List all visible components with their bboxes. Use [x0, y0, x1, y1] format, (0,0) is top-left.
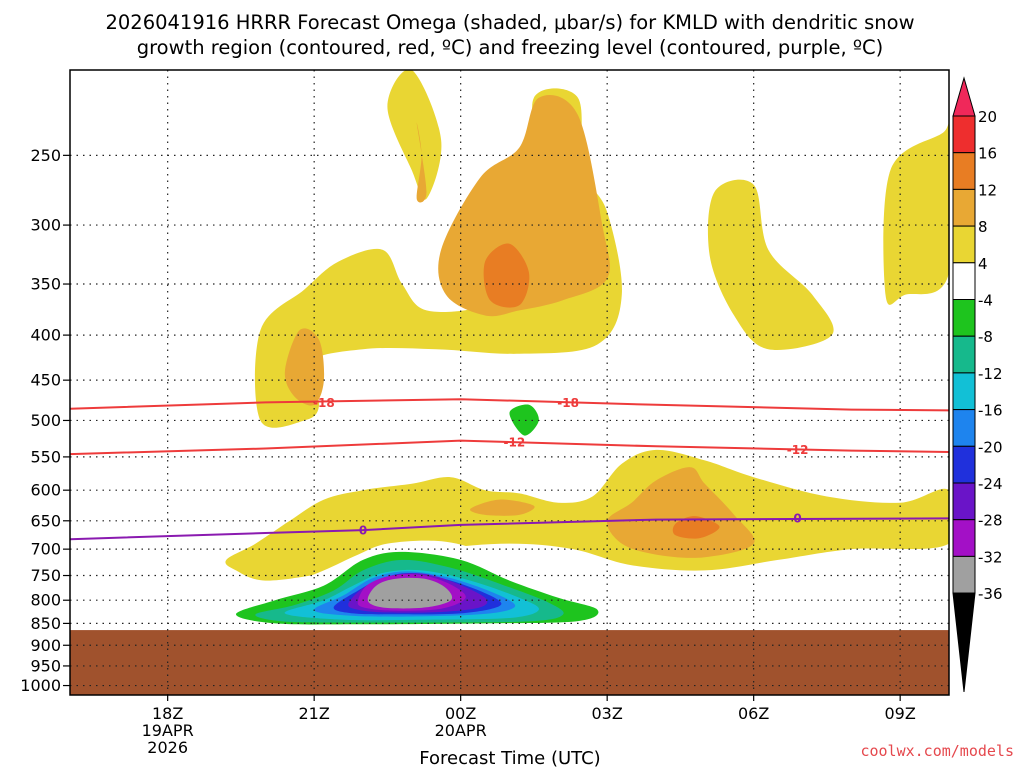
y-tick-label: 250 — [30, 146, 61, 165]
omega-region-12 — [483, 243, 530, 308]
colorbar-label: 8 — [978, 218, 988, 236]
colorbar-swatch — [952, 372, 976, 411]
y-tick-label: 550 — [30, 447, 61, 466]
omega-region-4 — [225, 449, 949, 581]
red-contour-label: -12 — [504, 436, 526, 450]
colorbar-swatch — [952, 409, 976, 447]
x-tick-label: 18Z — [152, 704, 183, 723]
purple-contour-label: 0 — [359, 524, 367, 538]
colorbar-swatch — [952, 115, 976, 154]
omega-region-8 — [470, 499, 535, 516]
omega-region-neg4 — [250, 486, 291, 516]
red-contour--12 — [69, 439, 950, 456]
purple-contour-label: 0 — [793, 511, 801, 525]
gridlines — [70, 70, 949, 695]
purple-contour-0 — [69, 517, 950, 541]
contour-layer: -18 -18 -12 -12 0 0 — [69, 396, 950, 541]
chart-title: 2026041916 HRRR Forecast Omega (shaded, … — [105, 11, 914, 34]
y-tick-label: 1000 — [20, 676, 61, 695]
y-tick-label: 350 — [30, 275, 61, 294]
colorbar-label: -16 — [978, 402, 1003, 420]
omega-region-4 — [707, 179, 834, 350]
colorbar-swatch — [952, 555, 976, 594]
colorbar-label: -24 — [978, 475, 1003, 493]
y-tick-label: 800 — [30, 591, 61, 610]
colorbar-swatch — [952, 445, 976, 484]
x-axis-label: Forecast Time (UTC) — [419, 748, 600, 768]
x-tick-date: 19APR — [142, 721, 194, 740]
y-tick-label: 400 — [30, 326, 61, 345]
y-tick-label: 950 — [30, 656, 61, 675]
y-tick-label: 750 — [30, 566, 61, 585]
colorbar-swatch — [952, 335, 976, 374]
omega-region-8 — [438, 95, 610, 317]
colorbar-swatch — [952, 225, 976, 264]
omega-region-neg4 — [851, 366, 945, 432]
colorbar: 20 16 12 8 4 -4 -8 -12 -16 -20 -24 -28 -32 -36 — [952, 76, 1003, 693]
colorbar-swatch — [952, 188, 976, 227]
colorbar-swatch — [952, 482, 976, 521]
colorbar-bottom-arrow — [952, 592, 976, 693]
colorbar-label: -36 — [978, 585, 1003, 603]
colorbar-label: -4 — [978, 292, 993, 310]
omega-region-12 — [672, 516, 720, 539]
red-contour--18 — [69, 398, 950, 412]
x-tick-date: 20APR — [435, 721, 487, 740]
x-tick-year: 2026 — [147, 738, 188, 757]
y-tick-label: 850 — [30, 614, 61, 633]
omega-region-8 — [606, 467, 755, 558]
y-tick-label: 450 — [30, 371, 61, 390]
y-tick-label: 700 — [30, 540, 61, 559]
colorbar-swatch — [952, 519, 976, 557]
red-contour-label: -18 — [313, 396, 335, 410]
omega-region-4 — [387, 70, 442, 200]
colorbar-label: 4 — [978, 255, 988, 273]
x-tick-label: 06Z — [738, 704, 769, 723]
plot-frame — [69, 69, 950, 696]
omega-shading-layer — [205, 70, 949, 626]
y-tick-label: 500 — [30, 411, 61, 430]
pressure-axis: 250 300 350 400 450 500 550 600 650 700 750 800 850 9… — [20, 146, 70, 695]
colorbar-label: -20 — [978, 438, 1003, 456]
red-contour-label: -12 — [787, 443, 809, 457]
omega-region-neg36 — [367, 577, 453, 609]
colorbar-label: -8 — [978, 328, 993, 346]
colorbar-swatch — [952, 152, 976, 190]
x-tick-label: 09Z — [885, 704, 916, 723]
omega-region-8 — [416, 122, 427, 203]
red-contour-label: -18 — [557, 396, 579, 410]
y-tick-label: 600 — [30, 481, 61, 500]
colorbar-label: 20 — [978, 108, 997, 126]
x-tick-label: 21Z — [299, 704, 330, 723]
colorbar-swatch — [952, 299, 976, 337]
colorbar-label: 12 — [978, 181, 997, 199]
x-tick-label: 00Z — [445, 704, 476, 723]
x-tick-label: 03Z — [592, 704, 623, 723]
y-tick-label: 300 — [30, 216, 61, 235]
y-tick-label: 900 — [30, 636, 61, 655]
y-tick-label: 650 — [30, 511, 61, 530]
colorbar-label: -12 — [978, 365, 1003, 383]
credit-text[interactable]: coolwx.com/models — [860, 742, 1014, 760]
terrain-fill — [70, 630, 949, 695]
colorbar-label: 16 — [978, 145, 997, 163]
colorbar-label: -32 — [978, 548, 1003, 566]
colorbar-swatch — [952, 262, 976, 300]
omega-region-neg8 — [509, 404, 539, 436]
colorbar-label: -28 — [978, 512, 1003, 530]
omega-region-4 — [254, 88, 622, 428]
omega-region-4 — [883, 108, 949, 305]
colorbar-top-arrow — [952, 76, 976, 117]
omega-region-8 — [284, 328, 325, 406]
chart-subtitle: growth region (contoured, red, ºC) and f… — [137, 36, 884, 59]
